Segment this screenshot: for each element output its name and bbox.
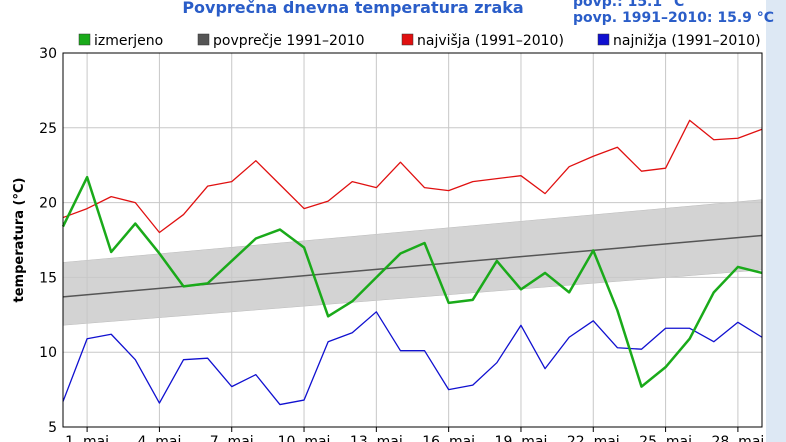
y-tick-label: 25 [39, 121, 57, 137]
note: povp. 1991–2010: 15.9 °C [573, 10, 774, 26]
series-line [61, 175, 763, 388]
x-tick-label: 19. maj [495, 434, 548, 442]
x-tick-label: 10. maj [278, 434, 331, 442]
y-tick-label: 15 [39, 270, 57, 286]
legend-swatch [78, 33, 91, 46]
x-tick-label: 4. maj [137, 434, 181, 442]
side-panel [766, 0, 786, 442]
x-tick-label: 25. maj [639, 434, 692, 442]
x-tick-label: 1. maj [65, 434, 109, 442]
series-line [62, 234, 763, 298]
x-tick-label: 22. maj [567, 434, 620, 442]
y-tick-label: 10 [39, 345, 57, 361]
series-line [62, 119, 763, 234]
y-tick-label: 30 [39, 46, 57, 62]
legend-label: povprečje 1991–2010 [213, 33, 365, 49]
y-axis-label: temperatura (°C) [12, 178, 27, 303]
y-tick-label: 20 [39, 196, 57, 212]
x-tick-label: 28. maj [711, 434, 764, 442]
series-line [62, 311, 763, 406]
legend-label: izmerjeno [94, 33, 163, 49]
note: povp.: 15.1 °C [573, 0, 684, 10]
legend-label: najvišja (1991–2010) [417, 33, 564, 49]
legend-label: najnižja (1991–2010) [613, 33, 761, 49]
legend-swatch [197, 33, 210, 46]
plot-frame [62, 52, 763, 428]
y-tick-label: 5 [48, 420, 57, 436]
range-band [62, 199, 763, 326]
x-tick-label: 13. maj [350, 434, 403, 442]
legend-swatch [401, 33, 414, 46]
x-tick-label: 7. maj [210, 434, 254, 442]
chart-title: Povprečna dnevna temperatura zraka [182, 0, 523, 17]
x-tick-label: 16. maj [422, 434, 475, 442]
legend-swatch [597, 33, 610, 46]
